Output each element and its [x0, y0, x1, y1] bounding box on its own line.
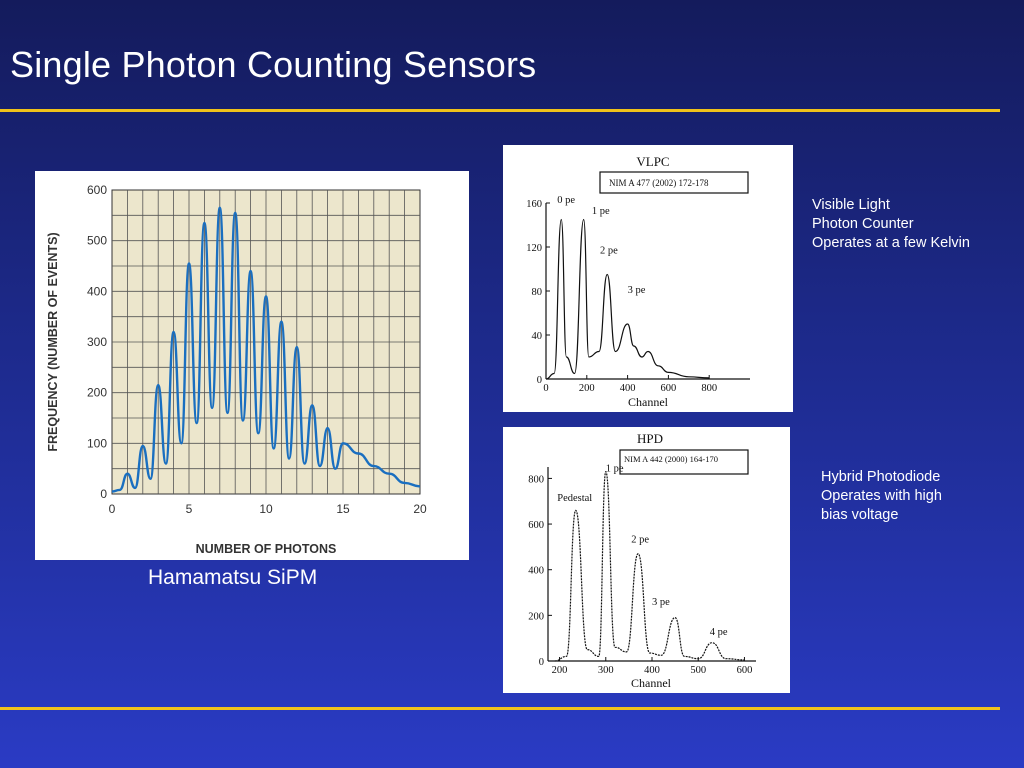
- hpd-x-tick-label: 300: [598, 665, 614, 676]
- hpd-series-line: [554, 470, 745, 662]
- hpd-reference-box: [619, 449, 749, 475]
- vlpc-chart-panel: VLPC NIM A 477 (2002) 172-178 0 200 400 600…: [503, 145, 793, 412]
- hpd-y-tick-label: 800: [528, 474, 544, 485]
- sipm-chart-panel: 0 5 10 15 20 0 100 200 300 400 500 600 NUMBER OF PH…: [35, 171, 469, 560]
- sipm-x-tick-label: 15: [336, 502, 350, 516]
- hpd-chart-panel: HPD NIM A 442 (2000) 164-170 200 300 400 50…: [503, 427, 790, 693]
- vlpc-x-tick-label: 0: [543, 383, 548, 394]
- vlpc-x-tick-label: 800: [701, 383, 717, 394]
- vlpc-reference: NIM A 477 (2002) 172-178: [609, 178, 709, 188]
- vlpc-chart-title: VLPC: [636, 154, 669, 169]
- hpd-peak-label: Pedestal: [557, 493, 592, 504]
- sipm-y-tick-label: 400: [87, 284, 107, 298]
- hpd-description-line: bias voltage: [821, 507, 899, 523]
- vlpc-reference-box: [599, 171, 749, 194]
- sipm-series-line: [111, 206, 421, 493]
- hpd-description-line: Operates with high: [821, 488, 942, 504]
- sipm-y-tick-label: 500: [87, 234, 107, 248]
- hpd-y-tick-label: 600: [528, 520, 544, 531]
- vlpc-peak-label: 3 pe: [628, 285, 646, 296]
- vlpc-peak-label: 2 pe: [600, 246, 618, 257]
- vlpc-description-line: Visible Light: [812, 197, 890, 213]
- hpd-peak-label: 1 pe: [606, 464, 624, 475]
- hpd-x-axis-label: Channel: [631, 676, 672, 690]
- sipm-x-tick-label: 5: [186, 502, 193, 516]
- vlpc-peak-label: 0 pe: [557, 195, 575, 206]
- hpd-chart-title: HPD: [637, 431, 663, 446]
- hpd-x-tick-label: 200: [552, 665, 568, 676]
- vlpc-x-tick-label: 400: [620, 383, 636, 394]
- vlpc-description: Visible Light Photon Counter Operates at…: [812, 196, 970, 253]
- vlpc-x-tick-label: 200: [579, 383, 595, 394]
- hpd-x-tick-label: 500: [690, 665, 706, 676]
- hpd-y-tick-label: 0: [539, 657, 544, 668]
- sipm-y-tick-label: 200: [87, 386, 107, 400]
- hpd-peak-label: 4 pe: [710, 627, 728, 638]
- footer-divider: [0, 707, 1000, 710]
- vlpc-peak-label: 1 pe: [592, 206, 610, 217]
- vlpc-chart: VLPC NIM A 477 (2002) 172-178 0 200 400 600…: [526, 154, 750, 409]
- sipm-caption: Hamamatsu SiPM: [148, 566, 318, 589]
- hpd-x-tick-label: 600: [737, 665, 753, 676]
- hpd-peak-label: 2 pe: [631, 534, 649, 545]
- hpd-description-line: Hybrid Photodiode: [821, 469, 941, 485]
- hpd-y-tick-label: 400: [528, 566, 544, 577]
- sipm-x-axis-label: NUMBER OF PHOTONS: [196, 542, 337, 556]
- vlpc-description-line: Operates at a few Kelvin: [812, 235, 970, 251]
- sipm-y-tick-label: 0: [100, 487, 107, 501]
- sipm-x-tick-label: 10: [259, 502, 273, 516]
- sipm-y-axis-label: FREQUENCY (NUMBER OF EVENTS): [46, 232, 60, 451]
- vlpc-y-tick-label: 120: [526, 243, 542, 254]
- hpd-x-tick-label: 400: [644, 665, 660, 676]
- hpd-y-tick-label: 200: [528, 611, 544, 622]
- vlpc-x-axis-label: Channel: [628, 395, 669, 409]
- hpd-reference: NIM A 442 (2000) 164-170: [624, 454, 718, 464]
- sipm-y-tick-label: 100: [87, 436, 107, 450]
- slide-title: Single Photon Counting Sensors: [10, 44, 537, 85]
- sipm-y-tick-label: 600: [87, 183, 107, 197]
- vlpc-y-tick-label: 40: [532, 331, 543, 342]
- hpd-peak-label: 3 pe: [652, 597, 670, 608]
- hpd-chart: HPD NIM A 442 (2000) 164-170 200 300 400 50…: [528, 431, 756, 690]
- vlpc-series-line: [545, 218, 710, 380]
- vlpc-y-tick-label: 80: [532, 287, 543, 298]
- title-divider: [0, 109, 1000, 112]
- vlpc-description-line: Photon Counter: [812, 216, 914, 232]
- sipm-y-tick-label: 300: [87, 335, 107, 349]
- vlpc-y-tick-label: 160: [526, 199, 542, 210]
- sipm-x-tick-label: 0: [109, 502, 116, 516]
- hpd-description: Hybrid Photodiode Operates with high bia…: [821, 468, 942, 525]
- sipm-x-tick-label: 20: [413, 502, 427, 516]
- vlpc-y-tick-label: 0: [537, 375, 542, 386]
- vlpc-x-tick-label: 600: [661, 383, 677, 394]
